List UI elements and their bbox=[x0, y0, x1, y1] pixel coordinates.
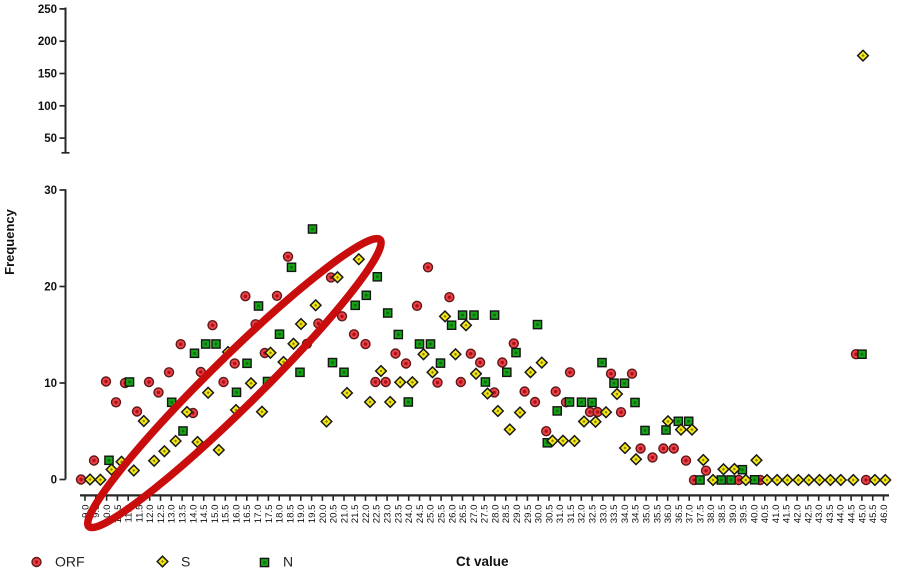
svg-text:0: 0 bbox=[51, 475, 57, 487]
svg-text:22.0: 22.0 bbox=[361, 505, 372, 524]
svg-text:31.0: 31.0 bbox=[555, 505, 566, 524]
svg-text:40.0: 40.0 bbox=[749, 505, 760, 524]
svg-text:45.5: 45.5 bbox=[868, 505, 879, 524]
svg-text:38.0: 38.0 bbox=[706, 505, 717, 524]
svg-text:36.5: 36.5 bbox=[674, 505, 685, 524]
svg-text:S: S bbox=[181, 554, 190, 570]
svg-text:37.5: 37.5 bbox=[695, 505, 706, 524]
svg-text:12.0: 12.0 bbox=[145, 505, 156, 524]
svg-text:40.5: 40.5 bbox=[760, 505, 771, 524]
svg-text:33.5: 33.5 bbox=[609, 505, 620, 524]
svg-text:35.5: 35.5 bbox=[652, 505, 663, 524]
svg-text:23.5: 23.5 bbox=[393, 505, 404, 524]
svg-text:ORF: ORF bbox=[55, 554, 85, 570]
svg-text:N: N bbox=[283, 554, 293, 570]
svg-text:10: 10 bbox=[44, 378, 57, 390]
svg-text:13.5: 13.5 bbox=[178, 505, 189, 524]
svg-text:29.5: 29.5 bbox=[523, 505, 534, 524]
svg-text:16.5: 16.5 bbox=[242, 505, 253, 524]
svg-text:41.0: 41.0 bbox=[771, 505, 782, 524]
svg-text:14.5: 14.5 bbox=[199, 505, 210, 524]
svg-text:10.0: 10.0 bbox=[102, 505, 113, 524]
svg-text:9.5: 9.5 bbox=[91, 505, 102, 518]
svg-text:14.0: 14.0 bbox=[188, 505, 199, 524]
svg-text:44.0: 44.0 bbox=[836, 505, 847, 524]
svg-text:19.0: 19.0 bbox=[296, 505, 307, 524]
svg-text:19.5: 19.5 bbox=[307, 505, 318, 524]
svg-text:18.0: 18.0 bbox=[275, 505, 286, 524]
svg-text:Ct value: Ct value bbox=[456, 554, 509, 569]
svg-text:46.0: 46.0 bbox=[879, 505, 890, 524]
svg-text:50: 50 bbox=[44, 133, 57, 145]
svg-text:Frequency: Frequency bbox=[2, 208, 17, 275]
svg-text:42.0: 42.0 bbox=[793, 505, 804, 524]
svg-text:15.0: 15.0 bbox=[210, 505, 221, 524]
svg-text:24.0: 24.0 bbox=[404, 505, 415, 524]
svg-text:34.5: 34.5 bbox=[631, 505, 642, 524]
svg-text:39.5: 39.5 bbox=[739, 505, 750, 524]
svg-text:13.0: 13.0 bbox=[167, 505, 178, 524]
svg-text:150: 150 bbox=[38, 69, 57, 81]
svg-text:28.5: 28.5 bbox=[501, 505, 512, 524]
svg-text:11.5: 11.5 bbox=[134, 505, 145, 523]
svg-text:43.5: 43.5 bbox=[825, 505, 836, 524]
svg-text:41.5: 41.5 bbox=[782, 505, 793, 524]
svg-text:25.5: 25.5 bbox=[437, 505, 448, 524]
svg-text:200: 200 bbox=[38, 36, 57, 48]
svg-text:32.5: 32.5 bbox=[588, 505, 599, 524]
svg-text:12.5: 12.5 bbox=[156, 505, 167, 524]
svg-text:29.0: 29.0 bbox=[512, 505, 523, 524]
svg-text:44.5: 44.5 bbox=[847, 505, 858, 524]
svg-text:21.5: 21.5 bbox=[350, 505, 361, 524]
svg-text:37.0: 37.0 bbox=[685, 505, 696, 524]
svg-text:32.0: 32.0 bbox=[577, 505, 588, 524]
svg-text:24.5: 24.5 bbox=[415, 505, 426, 524]
svg-text:43.0: 43.0 bbox=[814, 505, 825, 524]
svg-text:27.5: 27.5 bbox=[480, 505, 491, 524]
svg-text:38.5: 38.5 bbox=[717, 505, 728, 524]
svg-text:9.0: 9.0 bbox=[80, 505, 91, 518]
svg-text:39.0: 39.0 bbox=[728, 505, 739, 524]
svg-text:42.5: 42.5 bbox=[803, 505, 814, 524]
svg-text:31.5: 31.5 bbox=[566, 505, 577, 524]
svg-text:28.0: 28.0 bbox=[490, 505, 501, 524]
svg-text:21.0: 21.0 bbox=[339, 505, 350, 524]
svg-text:22.5: 22.5 bbox=[372, 505, 383, 524]
svg-text:34.0: 34.0 bbox=[620, 505, 631, 524]
svg-text:20.5: 20.5 bbox=[329, 505, 340, 524]
svg-text:100: 100 bbox=[38, 101, 57, 113]
svg-text:30: 30 bbox=[44, 185, 57, 197]
svg-text:36.0: 36.0 bbox=[663, 505, 674, 524]
svg-text:45.0: 45.0 bbox=[857, 505, 868, 524]
svg-text:23.0: 23.0 bbox=[383, 505, 394, 524]
svg-text:11.0: 11.0 bbox=[124, 505, 135, 523]
svg-text:18.5: 18.5 bbox=[285, 505, 296, 524]
svg-text:33.0: 33.0 bbox=[598, 505, 609, 524]
svg-text:16.0: 16.0 bbox=[232, 505, 243, 524]
svg-text:26.5: 26.5 bbox=[458, 505, 469, 524]
svg-text:25.0: 25.0 bbox=[426, 505, 437, 524]
svg-text:17.0: 17.0 bbox=[253, 505, 264, 524]
svg-text:250: 250 bbox=[38, 4, 57, 16]
svg-text:30.0: 30.0 bbox=[534, 505, 545, 524]
svg-text:35.0: 35.0 bbox=[642, 505, 653, 524]
svg-text:15.5: 15.5 bbox=[221, 505, 232, 524]
svg-text:26.0: 26.0 bbox=[447, 505, 458, 524]
svg-text:20.0: 20.0 bbox=[318, 505, 329, 524]
svg-text:27.0: 27.0 bbox=[469, 505, 480, 524]
svg-text:30.5: 30.5 bbox=[544, 505, 555, 524]
svg-text:20: 20 bbox=[44, 282, 57, 294]
svg-text:17.5: 17.5 bbox=[264, 505, 275, 524]
